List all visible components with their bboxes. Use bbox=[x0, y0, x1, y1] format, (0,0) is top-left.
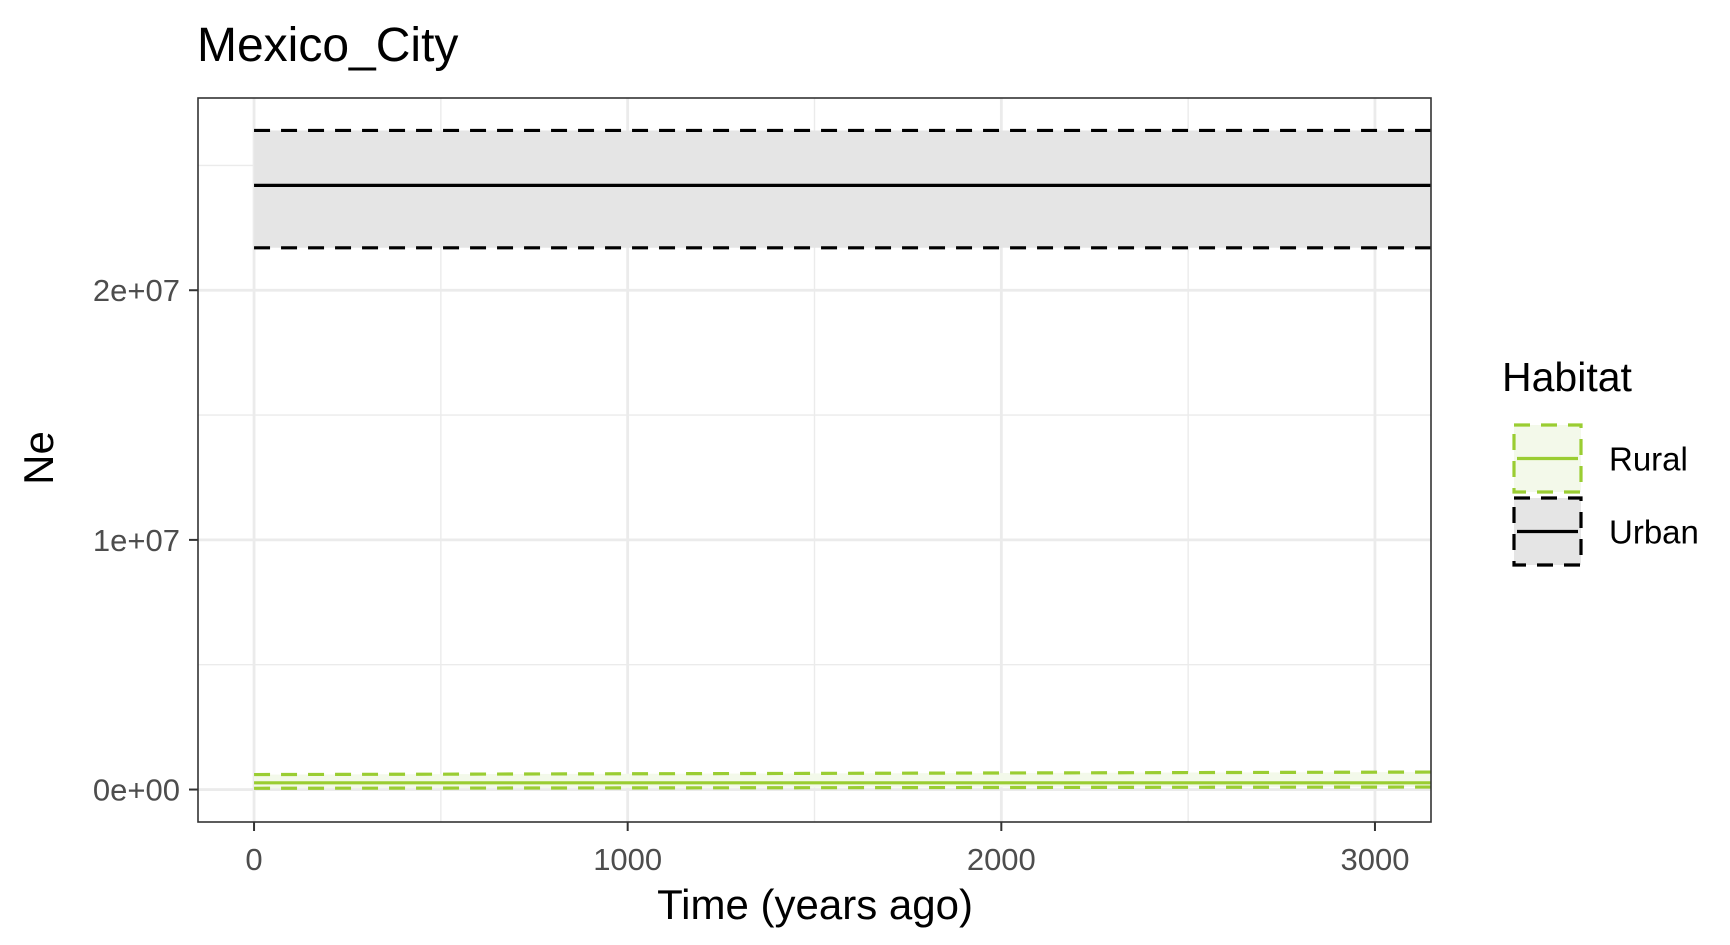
legend: Habitat Rural Urban bbox=[1502, 354, 1699, 567]
y-tick-label: 1e+07 bbox=[93, 523, 180, 558]
rural-upper-line bbox=[254, 770, 1432, 777]
legend-entries: Rural Urban bbox=[1512, 423, 1699, 567]
x-tick-label: 0 bbox=[245, 842, 262, 877]
x-tick-label: 3000 bbox=[1340, 842, 1409, 877]
y-tick-label: 2e+07 bbox=[93, 273, 180, 308]
chart-title: Mexico_City bbox=[197, 19, 458, 72]
x-tick-label: 2000 bbox=[967, 842, 1036, 877]
legend-item-rural: Rural bbox=[1512, 423, 1688, 494]
legend-title: Habitat bbox=[1502, 354, 1633, 400]
series-lines bbox=[254, 128, 1432, 790]
urban-ribbon bbox=[254, 130, 1432, 248]
legend-label-rural: Rural bbox=[1609, 441, 1688, 478]
rural-lower-line bbox=[254, 785, 1432, 790]
plot-border bbox=[197, 97, 1432, 823]
x-axis: 0 1000 2000 3000 bbox=[245, 822, 1409, 877]
x-tick-label: 1000 bbox=[593, 842, 662, 877]
y-axis: 0e+00 1e+07 2e+07 bbox=[93, 273, 198, 808]
legend-item-urban: Urban bbox=[1512, 496, 1699, 567]
x-axis-title: Time (years ago) bbox=[657, 881, 973, 928]
y-axis-title: Ne bbox=[15, 431, 62, 485]
y-tick-label: 0e+00 bbox=[93, 773, 180, 808]
legend-label-urban: Urban bbox=[1609, 514, 1699, 551]
